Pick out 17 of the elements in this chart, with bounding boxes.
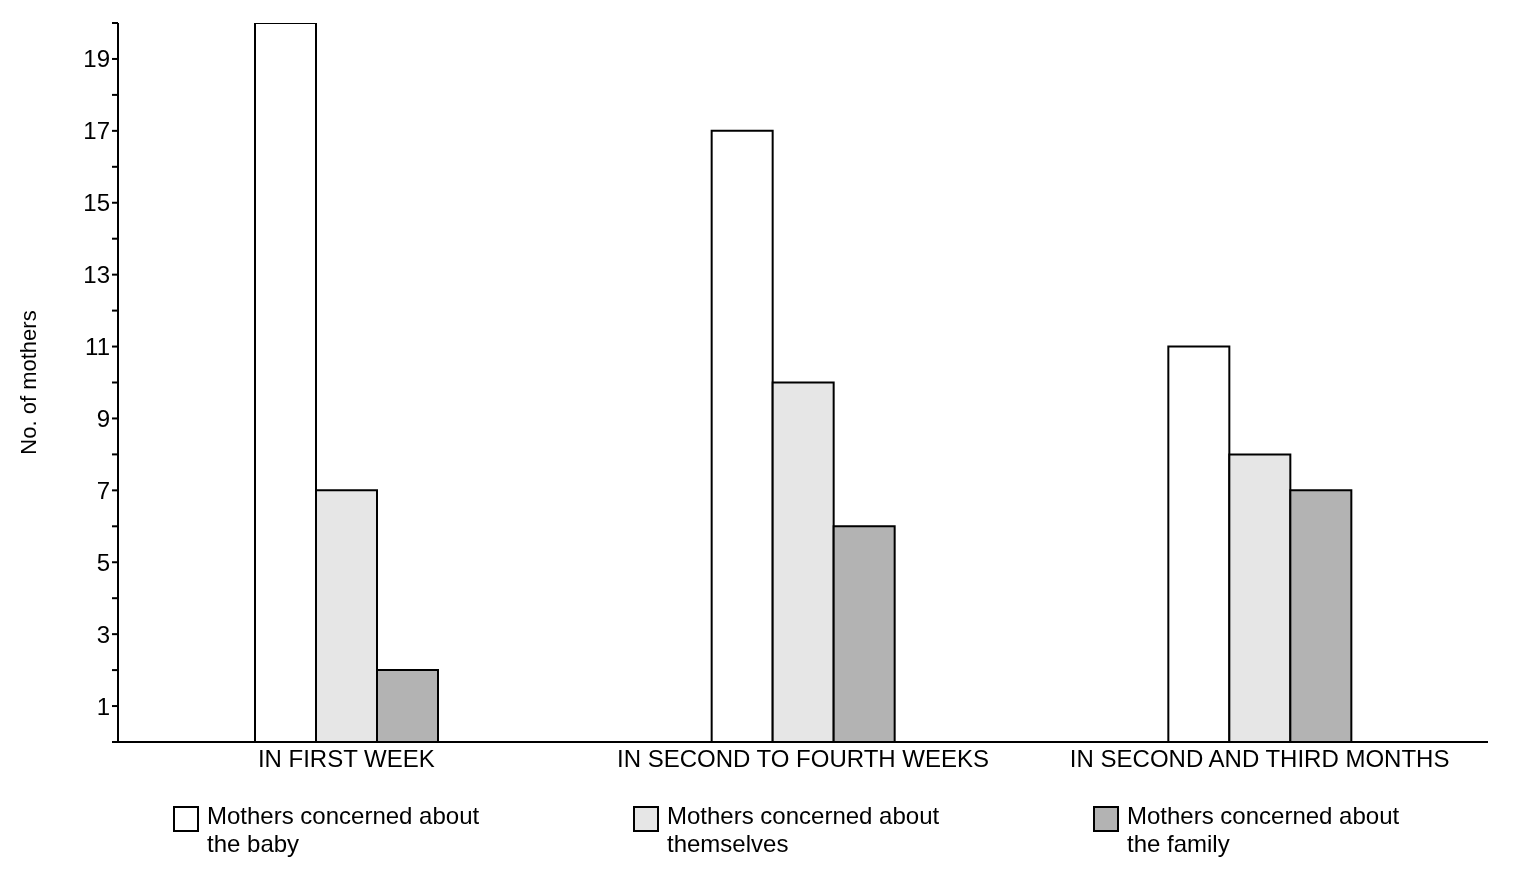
- y-tick-label: 19: [83, 45, 110, 73]
- y-tick-label: 5: [96, 548, 110, 576]
- x-tick-label: IN FIRST WEEK: [257, 745, 435, 773]
- legend-label: Mothers concerned about themselves: [667, 802, 941, 858]
- legend-label: Mothers concerned about the family: [1127, 802, 1401, 858]
- legend-label: Mothers concerned about the baby: [207, 802, 481, 858]
- y-tick-label: 3: [96, 620, 110, 648]
- y-axis-title: No. of mothers: [15, 310, 41, 455]
- x-tick-label: IN SECOND AND THIRD MONTHS: [1069, 745, 1450, 773]
- y-tick-label: 11: [85, 333, 110, 361]
- y-tick-label: 13: [83, 261, 110, 289]
- y-tick-label: 17: [83, 117, 110, 145]
- y-tick-label: 1: [96, 692, 110, 720]
- y-tick-label: 9: [96, 404, 110, 432]
- y-tick-label: 15: [83, 189, 110, 217]
- x-tick-label: IN SECOND TO FOURTH WEEKS: [616, 745, 990, 773]
- y-tick-label: 7: [96, 476, 110, 504]
